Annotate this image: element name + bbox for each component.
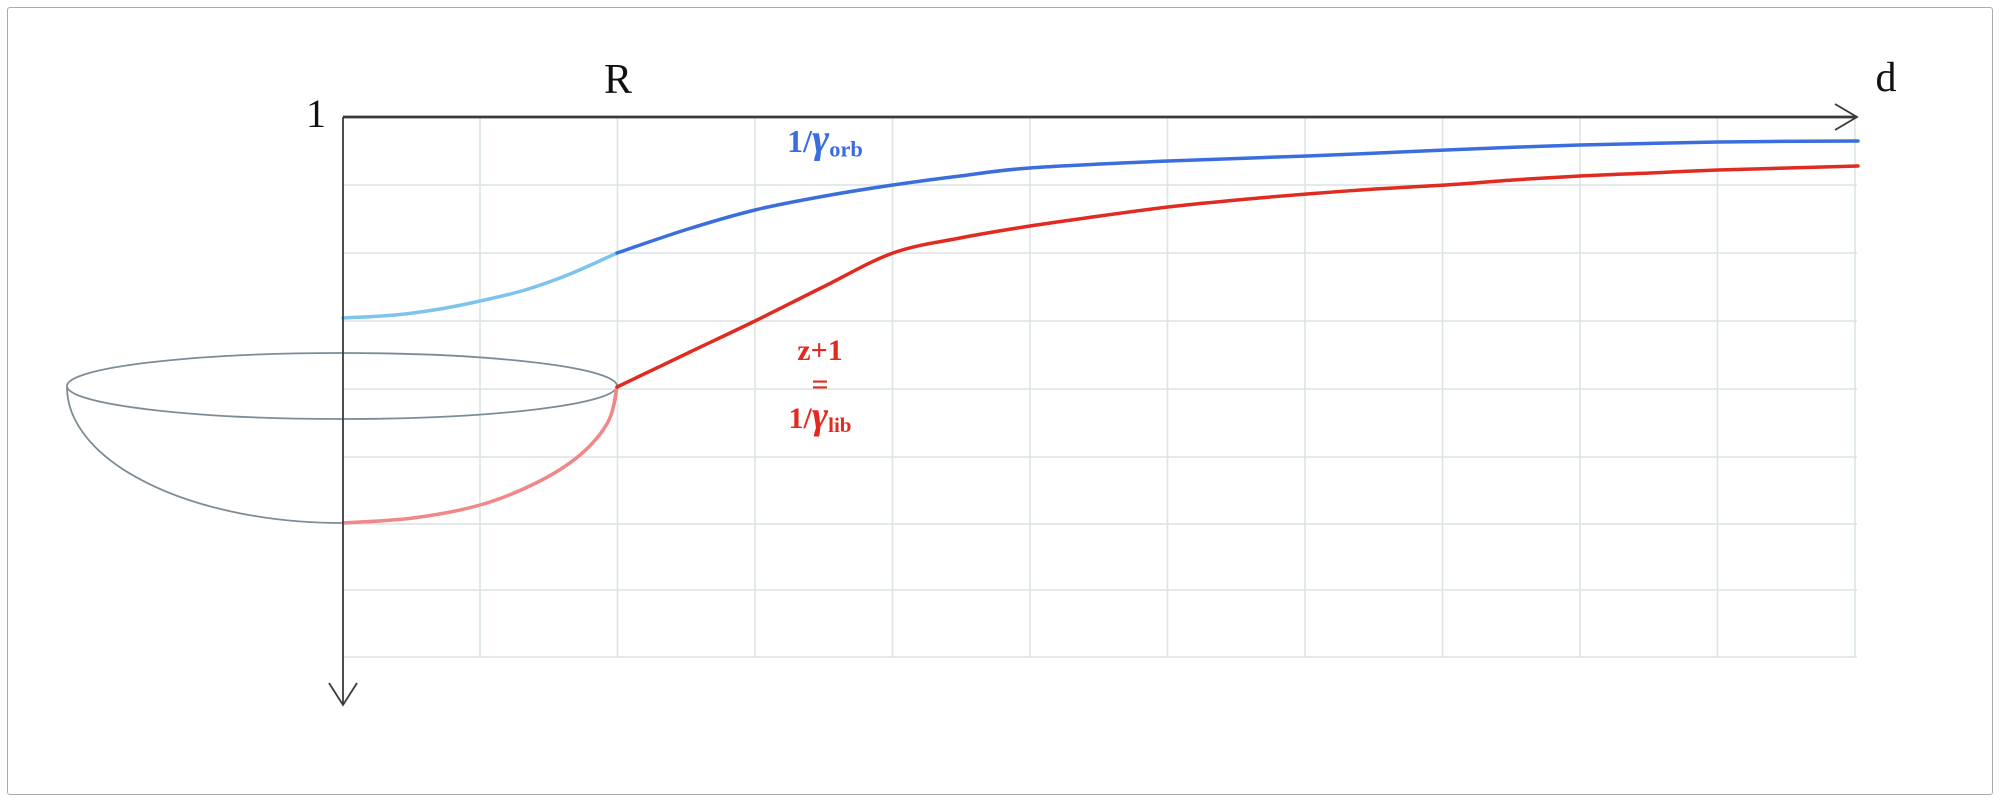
gamma-lib-label-line3: 1/γlib (730, 396, 910, 442)
gamma-orb-curve-inner (341, 251, 619, 320)
gamma-lib-label-sub: lib (828, 413, 852, 438)
gamma-lib-label-line2: = (811, 368, 829, 401)
gamma-orb-label-gamma: γ (811, 115, 830, 161)
gamma-orb-label: 1/γorb (745, 117, 905, 162)
potential-well-rim (66, 352, 618, 420)
gamma-lib-label-prefix: 1/ (788, 402, 812, 435)
gamma-lib-curve (615, 164, 1860, 389)
potential-well-bowl (66, 386, 618, 524)
figure-border (7, 7, 1993, 795)
gamma-lib-label-line1: z+1 (797, 334, 843, 367)
gamma-orb-label-prefix: 1/ (787, 123, 812, 159)
y-axis-origin-label: 1 (306, 91, 326, 136)
gamma-lib-label: z+1 = 1/γlib (730, 334, 910, 442)
gamma-orb-label-sub: orb (829, 136, 863, 162)
y-axis-arrowhead-icon (328, 682, 358, 707)
x-axis-end-label: d (1875, 55, 1897, 101)
x-axis-title: R (603, 57, 632, 103)
gamma-orb-curve (615, 139, 1860, 255)
x-axis-arrowhead-icon (1834, 103, 1859, 131)
gamma-lib-label-gamma: γ (811, 394, 829, 437)
gamma-lib-curve-inner (341, 385, 619, 525)
